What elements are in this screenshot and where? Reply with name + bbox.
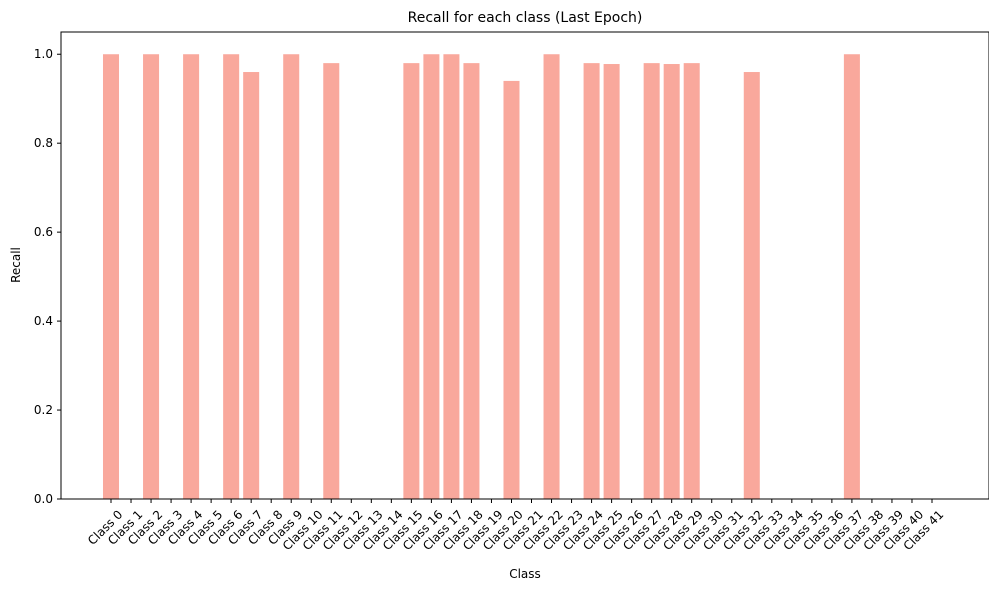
bar-class-15 xyxy=(403,63,420,499)
bar-class-24 xyxy=(583,63,600,499)
bar-class-11 xyxy=(323,63,340,499)
bar-class-9 xyxy=(283,54,300,500)
y-axis-label: Recall xyxy=(9,247,23,283)
y-tick-label: 0.0 xyxy=(34,492,53,506)
y-tick-label: 1.0 xyxy=(34,47,53,61)
y-tick-label: 0.8 xyxy=(34,136,53,150)
y-tick-label: 0.4 xyxy=(34,314,53,328)
bar-class-18 xyxy=(463,63,480,499)
bar-class-37 xyxy=(843,54,860,500)
bar-class-28 xyxy=(663,64,680,500)
y-tick-label: 0.2 xyxy=(34,403,53,417)
bar-class-2 xyxy=(143,54,160,500)
bar-class-6 xyxy=(223,54,240,500)
bar-class-4 xyxy=(183,54,200,500)
y-tick-label: 0.6 xyxy=(34,225,53,239)
bar-class-27 xyxy=(643,63,660,499)
bars-group xyxy=(102,54,860,500)
x-axis-label: Class xyxy=(509,567,541,581)
bar-class-16 xyxy=(423,54,440,500)
bar-class-20 xyxy=(503,80,520,500)
bar-class-0 xyxy=(102,54,120,500)
bar-class-32 xyxy=(743,72,760,499)
bar-class-29 xyxy=(683,63,700,499)
bar-class-7 xyxy=(243,72,260,499)
bar-class-17 xyxy=(443,54,460,500)
bar-class-25 xyxy=(603,64,620,500)
bar-class-22 xyxy=(543,54,560,500)
chart-title: Recall for each class (Last Epoch) xyxy=(408,10,643,26)
y-ticks-group: 0.0 0.2 0.4 0.6 0.8 1.0 xyxy=(34,47,61,506)
plot-frame xyxy=(60,31,989,500)
